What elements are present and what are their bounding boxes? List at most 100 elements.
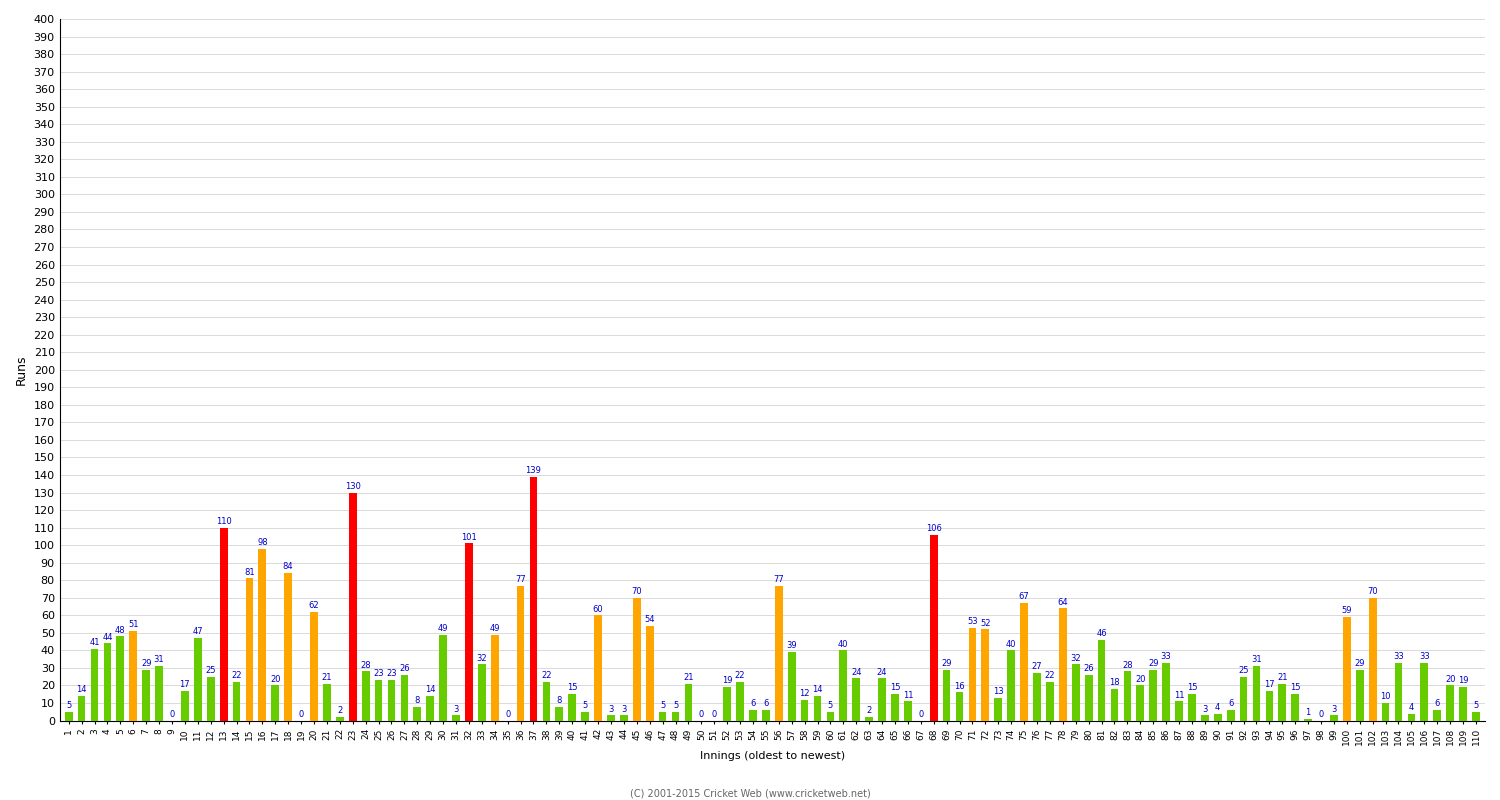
Bar <box>1034 674 1041 721</box>
Text: 32: 32 <box>477 654 488 662</box>
Text: 27: 27 <box>1032 662 1042 671</box>
Text: 48: 48 <box>116 626 126 634</box>
Text: 25: 25 <box>1239 666 1250 675</box>
Bar <box>1420 662 1428 721</box>
Bar <box>646 626 654 721</box>
Text: 0: 0 <box>170 710 174 719</box>
Bar <box>944 670 951 721</box>
Bar <box>375 680 382 721</box>
Bar <box>1342 617 1350 721</box>
Bar <box>1008 650 1016 721</box>
Bar <box>672 712 680 721</box>
Text: 0: 0 <box>699 710 703 719</box>
Text: 6: 6 <box>1228 699 1233 708</box>
Text: 28: 28 <box>1122 661 1132 670</box>
Text: 18: 18 <box>1108 678 1120 687</box>
Text: 11: 11 <box>903 690 914 699</box>
Text: 54: 54 <box>645 615 656 624</box>
Text: 21: 21 <box>321 673 332 682</box>
Text: 40: 40 <box>839 640 849 649</box>
Text: 31: 31 <box>1251 655 1262 665</box>
Text: 15: 15 <box>567 683 578 693</box>
Text: 6: 6 <box>764 699 768 708</box>
Text: 4: 4 <box>1215 702 1221 712</box>
Text: 70: 70 <box>632 587 642 596</box>
Bar <box>78 696 86 721</box>
Text: 33: 33 <box>1419 652 1430 661</box>
Bar <box>1214 714 1221 721</box>
Bar <box>1137 686 1144 721</box>
Bar <box>748 710 758 721</box>
Bar <box>1202 715 1209 721</box>
Bar <box>1098 640 1106 721</box>
Bar <box>246 578 254 721</box>
Bar <box>904 702 912 721</box>
Bar <box>1072 665 1080 721</box>
Text: 2: 2 <box>338 706 342 715</box>
Text: 53: 53 <box>968 617 978 626</box>
Y-axis label: Runs: Runs <box>15 354 28 385</box>
Bar <box>400 675 408 721</box>
Text: 15: 15 <box>890 683 900 693</box>
Text: (C) 2001-2015 Cricket Web (www.cricketweb.net): (C) 2001-2015 Cricket Web (www.cricketwe… <box>630 788 870 798</box>
Text: 13: 13 <box>993 687 1004 696</box>
Text: 8: 8 <box>414 696 420 705</box>
Bar <box>994 698 1002 721</box>
Bar <box>272 686 279 721</box>
Text: 22: 22 <box>735 671 746 680</box>
Bar <box>490 634 498 721</box>
Text: 60: 60 <box>592 605 603 614</box>
Text: 81: 81 <box>244 568 255 577</box>
Bar <box>478 665 486 721</box>
Text: 19: 19 <box>722 677 732 686</box>
Bar <box>801 699 808 721</box>
Bar <box>568 694 576 721</box>
Text: 70: 70 <box>1368 587 1378 596</box>
Text: 23: 23 <box>374 670 384 678</box>
Bar <box>258 549 266 721</box>
Text: 39: 39 <box>786 642 796 650</box>
Text: 32: 32 <box>1071 654 1082 662</box>
Text: 19: 19 <box>1458 677 1468 686</box>
Text: 21: 21 <box>1276 673 1287 682</box>
Bar <box>64 712 72 721</box>
Bar <box>582 712 590 721</box>
Text: 6: 6 <box>750 699 756 708</box>
Bar <box>608 715 615 721</box>
Text: 24: 24 <box>850 668 861 677</box>
Text: 0: 0 <box>506 710 510 719</box>
Bar <box>285 574 292 721</box>
Bar <box>1084 675 1092 721</box>
Text: 20: 20 <box>270 674 280 684</box>
Text: 3: 3 <box>453 705 459 714</box>
Text: 46: 46 <box>1096 629 1107 638</box>
Bar <box>220 528 228 721</box>
Text: 20: 20 <box>1136 674 1146 684</box>
Bar <box>142 670 150 721</box>
Text: 20: 20 <box>1444 674 1455 684</box>
Text: 22: 22 <box>231 671 242 680</box>
X-axis label: Innings (oldest to newest): Innings (oldest to newest) <box>700 751 844 761</box>
Bar <box>827 712 834 721</box>
Text: 59: 59 <box>1341 606 1352 615</box>
Text: 44: 44 <box>102 633 112 642</box>
Bar <box>387 680 396 721</box>
Bar <box>1460 687 1467 721</box>
Text: 29: 29 <box>1354 659 1365 668</box>
Bar <box>723 687 730 721</box>
Bar <box>1188 694 1196 721</box>
Text: 28: 28 <box>360 661 370 670</box>
Bar <box>154 666 164 721</box>
Bar <box>1110 689 1119 721</box>
Bar <box>1356 670 1364 721</box>
Bar <box>956 693 963 721</box>
Text: 110: 110 <box>216 517 231 526</box>
Text: 41: 41 <box>90 638 101 647</box>
Text: 6: 6 <box>1434 699 1440 708</box>
Text: 15: 15 <box>1186 683 1197 693</box>
Text: 130: 130 <box>345 482 360 490</box>
Bar <box>1239 677 1248 721</box>
Bar <box>594 615 602 721</box>
Bar <box>1382 703 1389 721</box>
Text: 15: 15 <box>1290 683 1300 693</box>
